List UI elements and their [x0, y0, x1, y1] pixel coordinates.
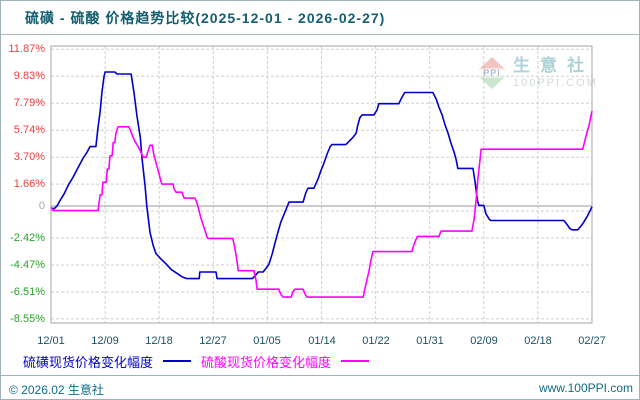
y-tick-label: -6.51%	[10, 286, 45, 298]
page-title: 硫磺 - 硫酸 价格趋势比较(2025-12-01 - 2026-02-27)	[25, 10, 386, 26]
x-tick-label: 02/27	[578, 335, 606, 347]
legend-label-sulfuric-acid: 硫酸现货价格变化幅度	[201, 354, 332, 370]
y-tick-label: 7.79%	[13, 97, 45, 109]
x-tick-label: 01/22	[362, 335, 390, 347]
site-url-link[interactable]: www.100PPI.com	[538, 381, 633, 395]
legend-line-sample-sulfur-icon	[163, 360, 192, 362]
footer: © 2026.02 生意社 www.100PPI.com	[1, 379, 639, 399]
sulfuric-acid-price-line	[50, 110, 593, 298]
x-tick-label: 01/31	[416, 335, 444, 347]
legend-label-sulfur: 硫磺现货价格变化幅度	[23, 354, 154, 370]
y-tick-label: 0	[38, 200, 45, 212]
x-tick-label: 12/18	[145, 335, 173, 347]
x-tick-label: 02/09	[470, 335, 498, 347]
sulfur-price-line	[50, 71, 593, 280]
x-tick-label: 12/27	[199, 335, 227, 347]
x-tick-label: 01/14	[308, 335, 336, 347]
y-tick-label: 11.87%	[8, 43, 46, 55]
plot-frame	[50, 45, 593, 324]
y-tick-label: -2.42%	[10, 232, 45, 244]
y-tick-label: -4.47%	[10, 259, 45, 271]
x-tick-label: 12/09	[91, 335, 119, 347]
y-tick-label: -8.55%	[10, 313, 45, 325]
logo-ppi-text: PPI	[477, 68, 507, 78]
x-tick-label: 12/01	[37, 335, 65, 347]
ppi-diamond-logo-icon: PPI	[477, 57, 507, 89]
y-tick-label: 3.70%	[13, 151, 45, 163]
footer-divider	[1, 375, 639, 376]
watermark-brand-text: 生意社	[513, 56, 594, 75]
logo-red-triangle-icon	[478, 57, 506, 70]
y-tick-label: 5.74%	[13, 124, 45, 136]
x-tick-label: 01/05	[253, 335, 281, 347]
watermark-domain-text: 100PPI.COM	[513, 77, 598, 89]
site-watermark: PPI 生意社 100PPI.COM	[477, 57, 598, 89]
chart-legend: 硫磺现货价格变化幅度 硫酸现货价格变化幅度	[23, 353, 379, 370]
y-tick-label: 9.83%	[13, 70, 45, 82]
title-divider	[1, 34, 639, 35]
x-tick-label: 02/18	[524, 335, 552, 347]
y-tick-label: 1.66%	[13, 178, 45, 190]
logo-green-triangle-icon	[478, 76, 506, 89]
legend-line-sample-sulfuric-acid-icon	[341, 360, 370, 362]
copyright-text: © 2026.02 生意社	[9, 383, 104, 397]
